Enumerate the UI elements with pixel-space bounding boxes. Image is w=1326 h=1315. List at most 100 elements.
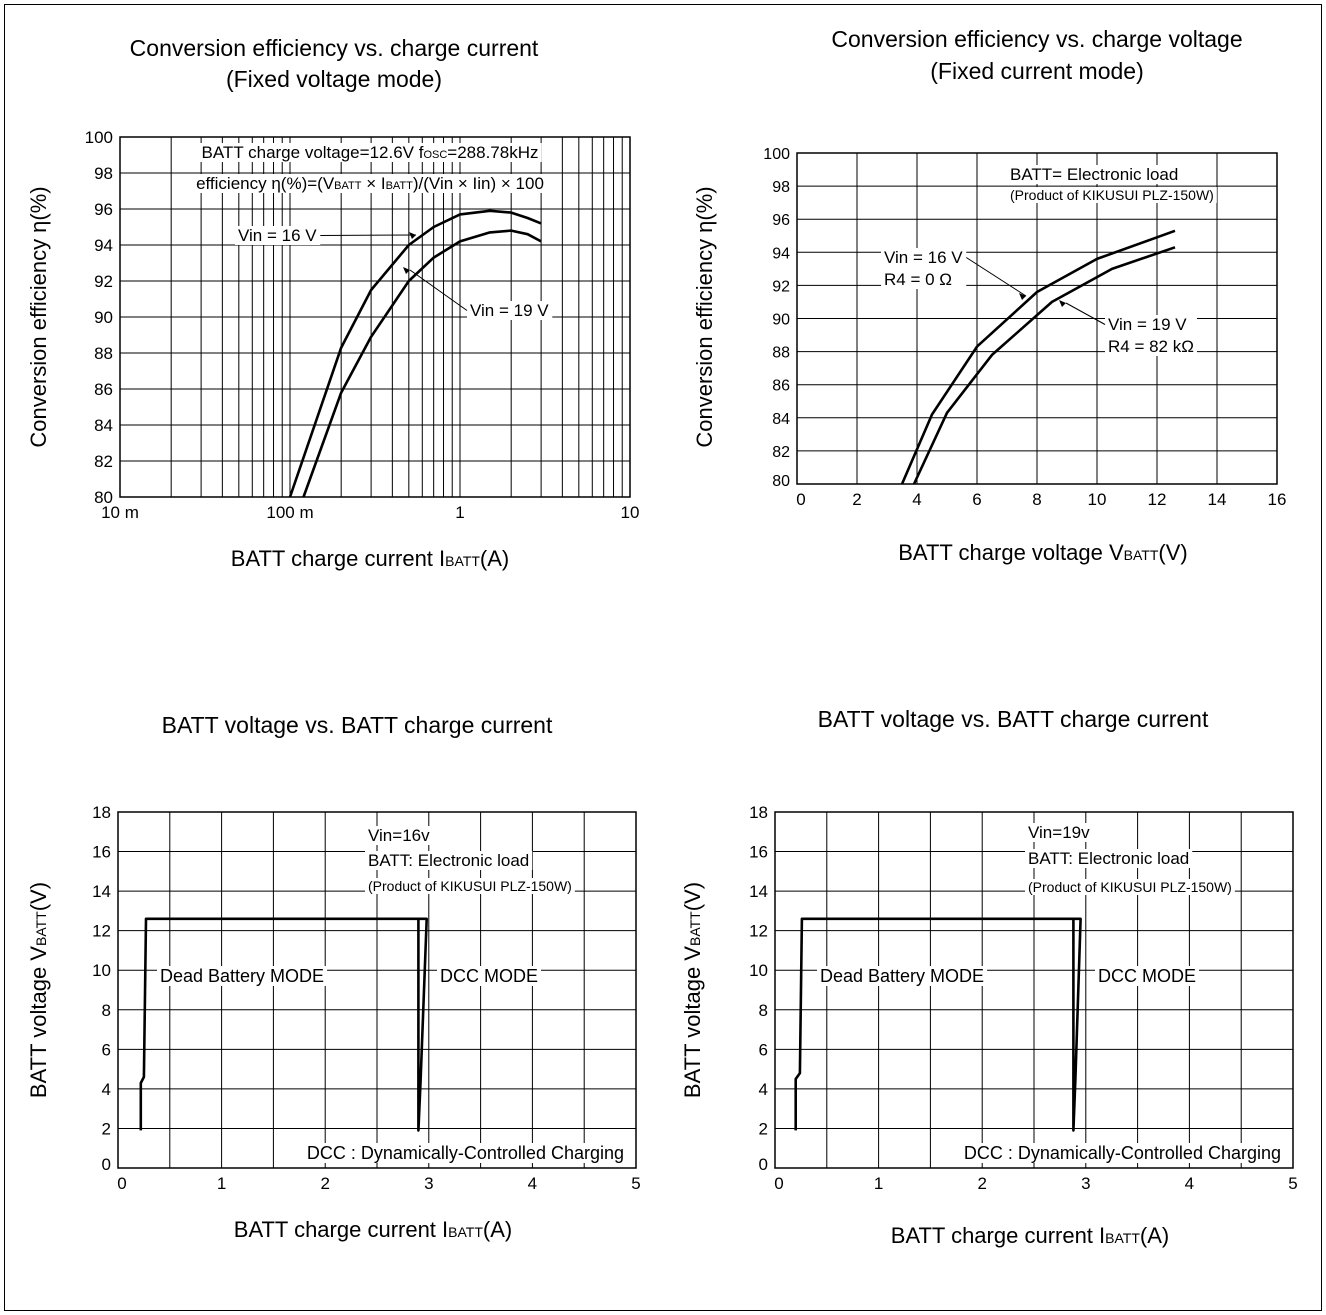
x-tick-label: 14 [1208, 490, 1227, 509]
y-tick-label: 18 [92, 803, 111, 822]
mode-label: Dead Battery MODE [820, 966, 984, 986]
y-axis-label: Conversion efficiency η(%) [692, 186, 717, 447]
x-axis-label-part: BATT charge current I [231, 546, 445, 571]
chart-note-part: OSC [423, 149, 447, 161]
chart-note-part: BATT: Electronic load [1028, 849, 1189, 868]
x-axis-label-part: BATT charge current I [891, 1223, 1105, 1248]
chart-note: (Product of KIKUSUI PLZ-150W) [368, 878, 572, 894]
x-axis-label-part: BATT charge voltage V [898, 540, 1124, 565]
x-tick-label: 10 [621, 503, 640, 522]
x-tick-label: 16 [1268, 490, 1287, 509]
y-tick-label: 18 [749, 803, 768, 822]
series-label: Vin = 16 V [238, 226, 317, 245]
x-tick-label: 3 [424, 1174, 433, 1193]
y-tick-label: 12 [749, 922, 768, 941]
y-axis-label-part: BATT voltage V [26, 946, 51, 1098]
plot-frame [774, 811, 1294, 1169]
y-tick-label: 88 [94, 344, 113, 363]
chart-note: Vin=16v [368, 826, 430, 845]
x-axis-label-part: (V) [1158, 540, 1187, 565]
chart-title: Conversion efficiency vs. charge current [130, 35, 539, 61]
y-axis-label-part: BATT [33, 911, 49, 946]
y-tick-label: 82 [772, 444, 790, 461]
label-knockout [1105, 315, 1197, 356]
x-tick-label: 5 [631, 1174, 640, 1193]
y-axis-label: BATT voltage VBATT(V) [680, 882, 705, 1098]
y-tick-label: 2 [759, 1119, 768, 1138]
y-tick-label: 82 [94, 452, 113, 471]
y-tick-label: 0 [759, 1155, 768, 1174]
y-tick-label: 8 [759, 1001, 768, 1020]
mode-knockout [437, 966, 541, 986]
x-axis-label: BATT charge voltage VBATT(V) [898, 540, 1188, 565]
x-tick-label: 12 [1148, 490, 1167, 509]
note-knockout [365, 878, 575, 894]
note-knockout [198, 143, 542, 162]
y-tick-label: 100 [85, 128, 113, 147]
label-knockout [467, 301, 553, 320]
chart-note-part: Vin=19v [1028, 823, 1090, 842]
y-tick-label: 90 [772, 312, 790, 329]
y-tick-label: 98 [94, 164, 113, 183]
y-tick-label: 86 [94, 380, 113, 399]
chart-note-part: BATT [334, 180, 362, 192]
series-line-1 [794, 917, 1082, 1132]
y-tick-label: 80 [772, 473, 790, 490]
chart-note: BATT= Electronic load [1010, 165, 1178, 184]
x-tick-label: 1 [455, 503, 464, 522]
x-tick-label: 1 [874, 1174, 883, 1193]
chart-title: BATT voltage vs. BATT charge current [162, 712, 553, 738]
x-tick-label: 4 [1185, 1174, 1194, 1193]
chart-note-part: )/(Vin × Iin) × 100 [413, 174, 544, 193]
y-tick-label: 84 [94, 416, 113, 435]
x-axis-label-part: BATT [445, 553, 480, 569]
chart-note-part: × I [361, 174, 385, 193]
x-tick-label: 4 [912, 490, 921, 509]
chart-note-part: (Product of KIKUSUI PLZ-150W) [1028, 879, 1232, 895]
note-knockout [1025, 823, 1094, 842]
mode-label: Dead Battery MODE [160, 966, 324, 986]
x-tick-label: 4 [528, 1174, 537, 1193]
y-tick-label: 96 [772, 212, 790, 229]
y-axis-label: BATT voltage VBATT(V) [26, 882, 51, 1098]
chart-1: Conversion efficiency vs. charge current… [26, 35, 639, 571]
x-axis-label-part: (A) [1140, 1223, 1169, 1248]
series-line-1 [900, 229, 1176, 485]
mode-knockout [817, 966, 988, 986]
y-tick-label: 84 [772, 411, 790, 428]
chart-note-part: BATT= Electronic load [1010, 165, 1178, 184]
x-tick-label: 10 m [101, 503, 139, 522]
chart-note-part: efficiency η(%)=(V [196, 174, 335, 193]
x-axis-label: BATT charge current IBATT(A) [234, 1217, 512, 1242]
y-tick-label: 12 [92, 922, 111, 941]
label-arrow [1059, 300, 1066, 307]
series-label: Vin = 19 V [1108, 315, 1187, 334]
mode-label: DCC MODE [440, 966, 538, 986]
y-tick-label: 98 [772, 179, 790, 196]
chart-note-part: (Product of KIKUSUI PLZ-150W) [1010, 187, 1214, 203]
label-leader [320, 234, 417, 236]
y-tick-label: 90 [94, 308, 113, 327]
x-tick-label: 10 [1088, 490, 1107, 509]
series-label-line2: R4 = 0 Ω [884, 270, 952, 289]
label-leader [1065, 302, 1106, 325]
y-tick-label: 16 [749, 843, 768, 862]
plot-frame [119, 136, 631, 498]
footnote-knockout [303, 1143, 627, 1163]
label-leader [965, 257, 1027, 297]
chart-3: BATT voltage vs. BATT charge current Vin=… [26, 712, 641, 1242]
footnote: DCC : Dynamically-Controlled Charging [307, 1143, 624, 1163]
x-axis-label-part: (A) [483, 1217, 512, 1242]
y-tick-label: 92 [94, 272, 113, 291]
label-knockout [235, 226, 321, 245]
chart-note: (Product of KIKUSUI PLZ-150W) [1010, 187, 1214, 203]
x-axis-label-part: BATT [448, 1224, 483, 1240]
series-line-2 [302, 229, 542, 498]
x-axis-label-part: (A) [480, 546, 509, 571]
chart-title: BATT voltage vs. BATT charge current [818, 706, 1209, 732]
chart-note-part: =288.78kHz [447, 143, 538, 162]
x-axis-label: BATT charge current IBATT(A) [231, 546, 509, 571]
x-axis-label-part: BATT [1124, 547, 1159, 563]
note-knockout [365, 851, 533, 870]
